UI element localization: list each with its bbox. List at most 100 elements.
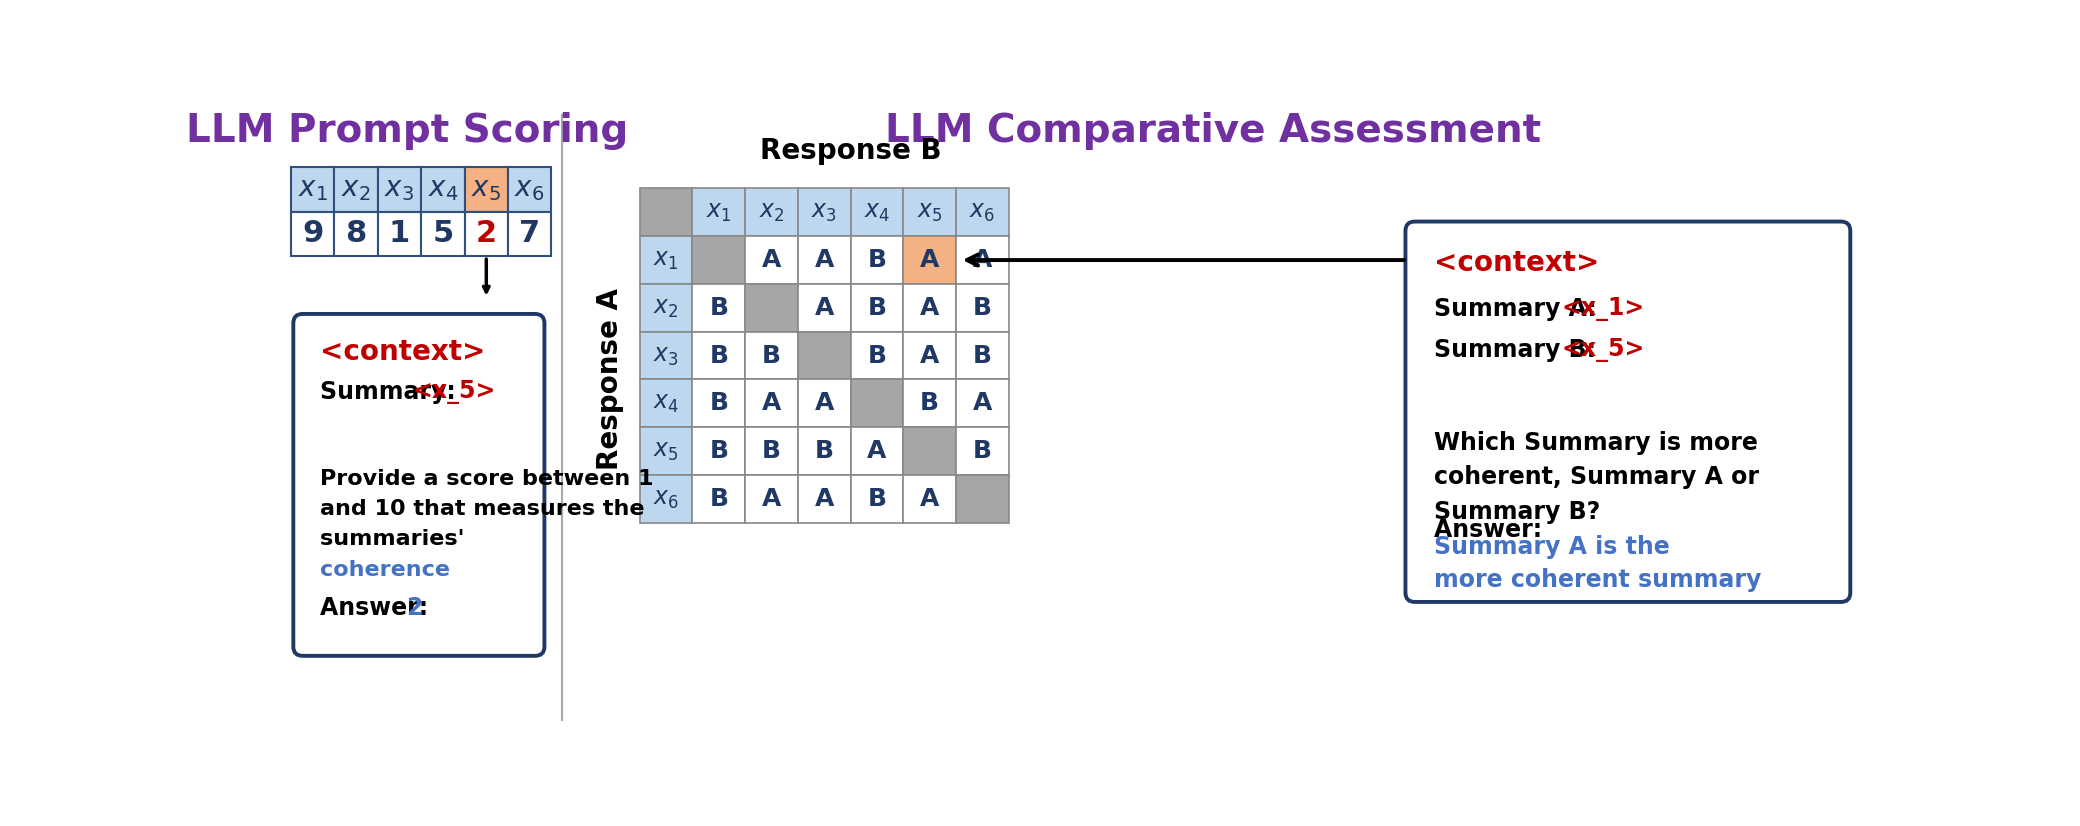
Text: Summary A is the
more coherent summary: Summary A is the more coherent summary <box>1433 535 1762 591</box>
Text: B: B <box>919 392 938 415</box>
Text: 2: 2 <box>476 220 497 249</box>
Text: B: B <box>709 344 728 368</box>
Text: Answer:: Answer: <box>1433 518 1550 542</box>
FancyBboxPatch shape <box>508 211 551 256</box>
FancyBboxPatch shape <box>957 332 1009 379</box>
Text: Summary:: Summary: <box>320 381 464 405</box>
Text: B: B <box>709 392 728 415</box>
FancyBboxPatch shape <box>1406 221 1851 602</box>
Text: $\mathbf{\mathit{x}}_{\mathbf{\mathit{3}}}$: $\mathbf{\mathit{x}}_{\mathbf{\mathit{3}… <box>811 201 836 225</box>
FancyBboxPatch shape <box>957 379 1009 427</box>
Text: $\mathbf{\mathit{x}}_{\mathbf{\mathit{5}}}$: $\mathbf{\mathit{x}}_{\mathbf{\mathit{5}… <box>472 175 501 203</box>
FancyBboxPatch shape <box>903 284 957 332</box>
Text: $\mathbf{\mathit{x}}_{\mathbf{\mathit{3}}}$: $\mathbf{\mathit{x}}_{\mathbf{\mathit{3}… <box>385 175 414 203</box>
FancyBboxPatch shape <box>851 427 903 475</box>
FancyBboxPatch shape <box>851 475 903 523</box>
FancyBboxPatch shape <box>641 427 693 475</box>
Text: $\mathbf{\mathit{x}}_{\mathbf{\mathit{2}}}$: $\mathbf{\mathit{x}}_{\mathbf{\mathit{2}… <box>653 296 678 320</box>
FancyBboxPatch shape <box>903 236 957 284</box>
FancyBboxPatch shape <box>745 188 799 236</box>
Text: $\mathbf{\mathit{x}}_{\mathbf{\mathit{3}}}$: $\mathbf{\mathit{x}}_{\mathbf{\mathit{3}… <box>653 344 678 368</box>
Text: B: B <box>709 439 728 463</box>
Text: $\mathbf{\mathit{x}}_{\mathbf{\mathit{4}}}$: $\mathbf{\mathit{x}}_{\mathbf{\mathit{4}… <box>428 175 458 203</box>
FancyBboxPatch shape <box>745 332 799 379</box>
Text: 2: 2 <box>406 596 422 620</box>
Text: B: B <box>973 344 992 368</box>
FancyBboxPatch shape <box>335 167 379 211</box>
FancyBboxPatch shape <box>903 188 957 236</box>
FancyBboxPatch shape <box>799 427 851 475</box>
Text: $\mathbf{\mathit{x}}_{\mathbf{\mathit{6}}}$: $\mathbf{\mathit{x}}_{\mathbf{\mathit{6}… <box>653 487 680 510</box>
Text: A: A <box>761 487 782 510</box>
Text: <x_5>: <x_5> <box>1562 338 1645 362</box>
Text: B: B <box>867 344 886 368</box>
FancyBboxPatch shape <box>508 167 551 211</box>
FancyBboxPatch shape <box>291 211 335 256</box>
Text: Summary B:: Summary B: <box>1433 338 1604 362</box>
FancyBboxPatch shape <box>641 236 693 284</box>
FancyBboxPatch shape <box>799 236 851 284</box>
FancyBboxPatch shape <box>903 332 957 379</box>
Text: B: B <box>867 248 886 272</box>
FancyBboxPatch shape <box>745 284 799 332</box>
FancyBboxPatch shape <box>641 284 693 332</box>
Text: $\mathbf{\mathit{x}}_{\mathbf{\mathit{4}}}$: $\mathbf{\mathit{x}}_{\mathbf{\mathit{4}… <box>653 392 680 415</box>
FancyBboxPatch shape <box>851 188 903 236</box>
FancyBboxPatch shape <box>693 236 745 284</box>
Text: 7: 7 <box>520 220 541 249</box>
Text: B: B <box>761 439 780 463</box>
FancyBboxPatch shape <box>641 188 693 236</box>
Text: <context>: <context> <box>1433 249 1600 278</box>
Text: $\mathbf{\mathit{x}}_{\mathbf{\mathit{2}}}$: $\mathbf{\mathit{x}}_{\mathbf{\mathit{2}… <box>341 175 370 203</box>
FancyBboxPatch shape <box>903 475 957 523</box>
Text: $\mathbf{\mathit{x}}_{\mathbf{\mathit{1}}}$: $\mathbf{\mathit{x}}_{\mathbf{\mathit{1}… <box>705 201 732 225</box>
FancyBboxPatch shape <box>641 332 693 379</box>
FancyBboxPatch shape <box>851 379 903 427</box>
FancyBboxPatch shape <box>957 236 1009 284</box>
Text: <x_1>: <x_1> <box>1562 297 1645 321</box>
Text: $\mathbf{\mathit{x}}_{\mathbf{\mathit{4}}}$: $\mathbf{\mathit{x}}_{\mathbf{\mathit{4}… <box>863 201 890 225</box>
FancyBboxPatch shape <box>799 475 851 523</box>
Text: 8: 8 <box>345 220 366 249</box>
Text: <context>: <context> <box>320 339 485 367</box>
FancyBboxPatch shape <box>693 188 745 236</box>
Text: B: B <box>815 439 834 463</box>
Text: $\mathbf{\mathit{x}}_{\mathbf{\mathit{5}}}$: $\mathbf{\mathit{x}}_{\mathbf{\mathit{5}… <box>653 439 678 463</box>
FancyBboxPatch shape <box>693 332 745 379</box>
FancyBboxPatch shape <box>379 211 422 256</box>
FancyBboxPatch shape <box>957 475 1009 523</box>
Text: 5: 5 <box>433 220 453 249</box>
Text: Response A: Response A <box>597 288 624 470</box>
FancyBboxPatch shape <box>957 188 1009 236</box>
Text: A: A <box>761 248 782 272</box>
FancyBboxPatch shape <box>957 284 1009 332</box>
Text: Which Summary is more
coherent, Summary A or
Summary B?: Which Summary is more coherent, Summary … <box>1433 431 1760 524</box>
FancyBboxPatch shape <box>851 332 903 379</box>
FancyBboxPatch shape <box>464 211 508 256</box>
Text: 1: 1 <box>389 220 410 249</box>
Text: B: B <box>867 487 886 510</box>
Text: B: B <box>709 487 728 510</box>
Text: 9: 9 <box>302 220 322 249</box>
Text: Answer:: Answer: <box>320 596 437 620</box>
FancyBboxPatch shape <box>291 167 335 211</box>
FancyBboxPatch shape <box>293 314 545 656</box>
Text: Response B: Response B <box>759 137 942 165</box>
Text: Summary A:: Summary A: <box>1433 297 1606 321</box>
Text: B: B <box>709 296 728 320</box>
Text: A: A <box>761 392 782 415</box>
Text: A: A <box>815 296 834 320</box>
Text: $\mathbf{\mathit{x}}_{\mathbf{\mathit{1}}}$: $\mathbf{\mathit{x}}_{\mathbf{\mathit{1}… <box>653 248 678 272</box>
Text: LLM Comparative Assessment: LLM Comparative Assessment <box>886 112 1541 150</box>
FancyBboxPatch shape <box>957 427 1009 475</box>
FancyBboxPatch shape <box>422 211 464 256</box>
FancyBboxPatch shape <box>745 236 799 284</box>
FancyBboxPatch shape <box>693 284 745 332</box>
Text: A: A <box>815 392 834 415</box>
FancyBboxPatch shape <box>422 167 464 211</box>
FancyBboxPatch shape <box>799 284 851 332</box>
FancyBboxPatch shape <box>851 284 903 332</box>
Text: B: B <box>761 344 780 368</box>
FancyBboxPatch shape <box>693 427 745 475</box>
FancyBboxPatch shape <box>799 188 851 236</box>
